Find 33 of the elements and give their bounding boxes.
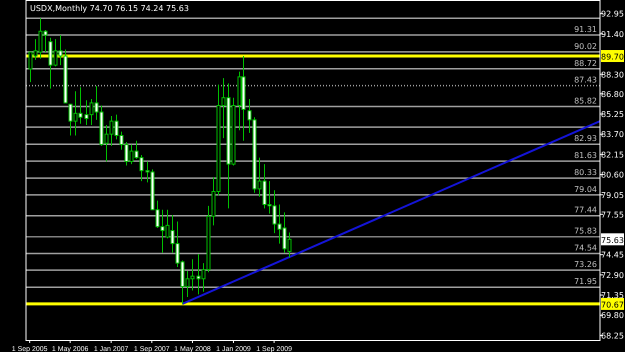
ref-line-label: 89.70 — [601, 52, 624, 62]
ref-line-label: 75.83 — [574, 226, 597, 236]
ref-line-label: 79.04 — [574, 184, 597, 194]
y-tick-label: 77.55 — [601, 210, 624, 220]
y-tick-label: 69.80 — [601, 311, 624, 320]
ref-line-label: 80.33 — [574, 168, 597, 178]
y-tick-label: 79.05 — [601, 190, 624, 200]
annotation: 75.63 — [601, 236, 624, 245]
ref-line-label: 87.43 — [574, 76, 597, 85]
y-tick-label: 83.70 — [601, 130, 624, 140]
ref-line-label: 90.02 — [574, 42, 597, 51]
ref-line-label: 77.44 — [574, 206, 597, 215]
y-tick-label: 80.60 — [601, 170, 624, 180]
y-tick-label: 92.95 — [601, 10, 624, 19]
ref-line-label: 82.93 — [574, 134, 597, 144]
y-tick-label: 71.35 — [601, 291, 624, 300]
y-tick-label: 86.80 — [601, 90, 624, 99]
ref-line-label: 88.72 — [574, 58, 597, 68]
y-tick-label: 91.40 — [601, 30, 624, 39]
ref-line-label: 85.82 — [574, 96, 597, 106]
ref-line-label: 70.67 — [601, 300, 624, 310]
ref-line-label: 71.95 — [574, 277, 597, 286]
ref-line-label: 91.31 — [574, 25, 597, 34]
y-tick-label: 68.25 — [601, 331, 624, 340]
ref-line-label: 73.26 — [574, 260, 597, 270]
y-tick-label: 74.45 — [601, 250, 624, 260]
y-tick-label: 88.30 — [601, 70, 624, 80]
y-tick-label: 85.25 — [601, 110, 624, 119]
ref-line-label: 81.63 — [574, 151, 597, 160]
y-tick-label: 72.90 — [601, 270, 624, 280]
y-tick-label: 82.15 — [601, 150, 624, 160]
ref-line-label: 74.54 — [574, 244, 597, 252]
text: USDX,Monthly 74.70 76.15 74.24 75.63 — [30, 4, 189, 13]
